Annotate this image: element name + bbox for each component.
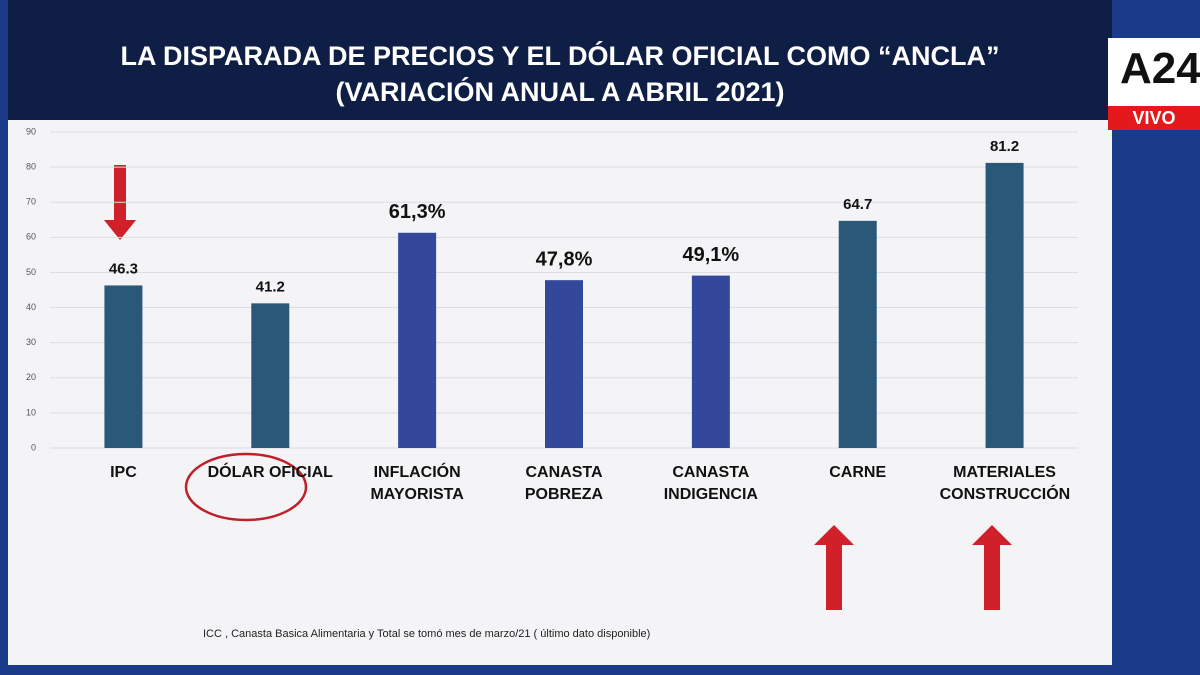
bar [985,162,1024,449]
bar [691,275,730,448]
value-label: 47,8% [536,248,593,270]
value-label: 49,1% [682,244,739,266]
y-tick-label: 70 [26,197,36,207]
y-tick-label: 10 [26,407,36,417]
y-tick-label: 30 [26,337,36,347]
y-tick-label: 0 [31,442,36,452]
bar [251,303,290,448]
x-tick-label: IPC [110,464,137,481]
chart: 0 10 20 30 40 50 60 70 80 90 46.3 41.2 61,3% 47,8% 49,… [26,126,1078,610]
logo-live: VIVO [1108,106,1200,130]
channel-logo: A24 VIVO [1108,38,1200,130]
x-tick-label: CANASTA POBREZA [524,464,604,503]
bar [104,285,143,448]
chart-subtitle: (VARIACIÓN ANUAL A ABRIL 2021) [335,77,785,107]
bar [838,220,877,448]
y-tick-label: 60 [26,232,36,242]
highlight-circle [184,452,308,522]
bar [398,232,437,448]
bar [545,280,583,448]
value-label: 46.3 [109,260,138,277]
y-tick-label: 80 [26,161,36,171]
x-tick-label: INFLACIÓN MAYORISTA [370,464,464,503]
value-label: 81.2 [990,138,1019,155]
chart-title: LA DISPARADA DE PRECIOS Y EL DÓLAR OFICI… [120,41,1000,71]
up-arrow [814,525,854,610]
y-tick-label: 20 [26,372,36,382]
footnote: ICC , Canasta Basica Alimentaria y Total… [203,628,651,640]
value-label: 64.7 [843,196,872,213]
logo-brand: A24 [1120,44,1200,93]
title-band: LA DISPARADA DE PRECIOS Y EL DÓLAR OFICI… [8,0,1112,120]
x-tick-label: CARNE [829,464,887,481]
value-label: 61,3% [389,201,446,223]
x-tick-label: DÓLAR OFICIAL [207,464,333,481]
up-arrow [972,525,1012,610]
slide: LA DISPARADA DE PRECIOS Y EL DÓLAR OFICI… [8,0,1112,665]
y-tick-label: 90 [26,126,36,136]
x-tick-label: CANASTA INDIGENCIA [663,464,758,503]
value-label: 41.2 [256,278,285,295]
y-tick-label: 50 [26,267,36,277]
x-tick-label: MATERIALES CONSTRUCCIÓN [939,464,1071,503]
y-tick-label: 40 [26,302,36,312]
